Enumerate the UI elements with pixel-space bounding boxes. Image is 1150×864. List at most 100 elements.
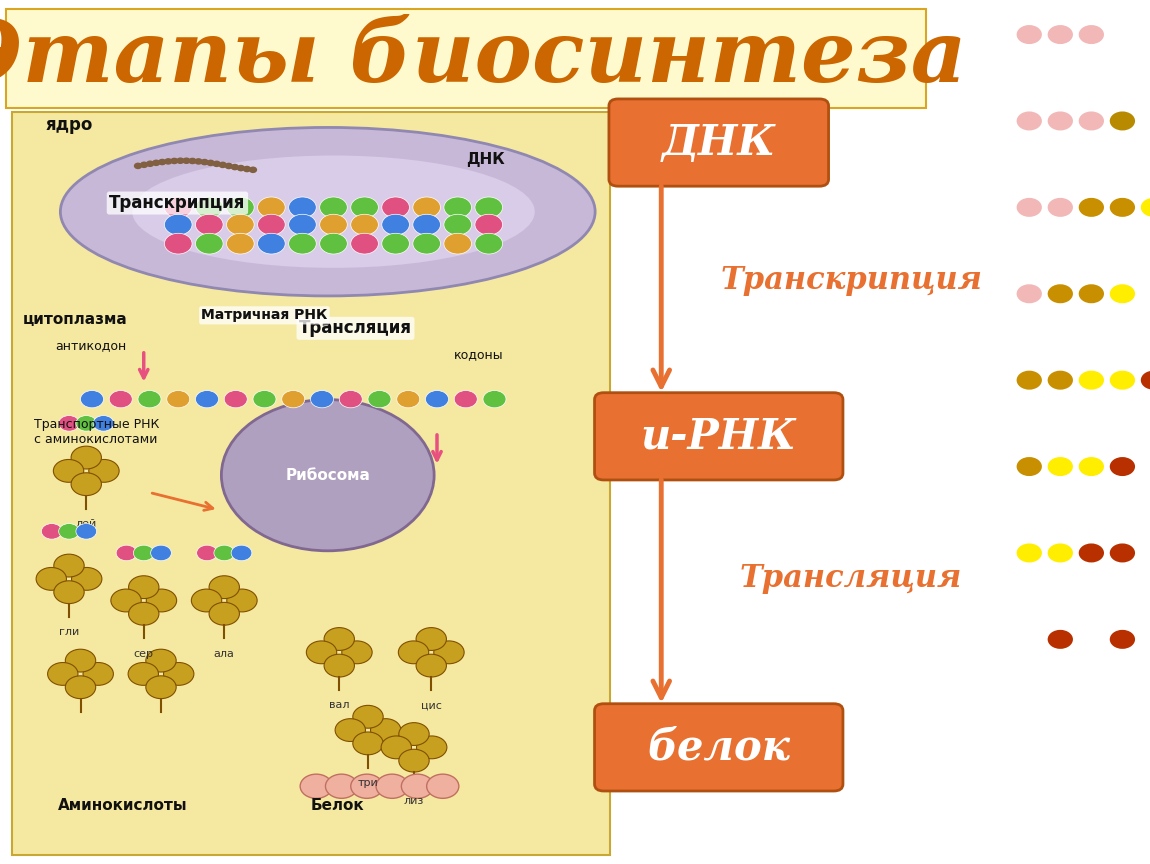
Circle shape	[1017, 457, 1042, 476]
Circle shape	[196, 197, 223, 218]
Ellipse shape	[221, 399, 435, 551]
Circle shape	[434, 641, 465, 664]
Circle shape	[339, 391, 362, 408]
Circle shape	[164, 159, 171, 164]
Text: ДНК: ДНК	[661, 122, 776, 163]
Circle shape	[227, 589, 258, 612]
Circle shape	[83, 663, 114, 685]
Text: Аминокислоты: Аминокислоты	[58, 797, 187, 813]
Circle shape	[475, 233, 503, 254]
Circle shape	[164, 197, 192, 218]
Circle shape	[146, 589, 177, 612]
Circle shape	[129, 602, 159, 626]
Circle shape	[289, 197, 316, 218]
Circle shape	[1017, 198, 1042, 217]
Circle shape	[1048, 111, 1073, 130]
Circle shape	[382, 197, 409, 218]
Circle shape	[147, 162, 154, 167]
Circle shape	[81, 391, 104, 408]
Circle shape	[258, 214, 285, 235]
Circle shape	[231, 164, 238, 169]
Text: Матричная РНК: Матричная РНК	[201, 308, 328, 322]
Circle shape	[475, 197, 503, 218]
Circle shape	[53, 460, 84, 482]
Circle shape	[324, 627, 354, 651]
Circle shape	[1048, 25, 1073, 44]
Circle shape	[444, 197, 472, 218]
Text: Трансляция: Трансляция	[299, 320, 412, 337]
Circle shape	[397, 391, 420, 408]
Circle shape	[483, 391, 506, 408]
Text: Белок: Белок	[310, 797, 365, 813]
Circle shape	[1079, 543, 1104, 562]
Circle shape	[399, 722, 429, 746]
Circle shape	[310, 391, 333, 408]
Text: Транскрипция: Транскрипция	[109, 194, 246, 212]
Circle shape	[1110, 371, 1135, 390]
Circle shape	[258, 197, 285, 218]
Circle shape	[426, 391, 448, 408]
Circle shape	[237, 166, 244, 171]
Circle shape	[227, 214, 254, 235]
Circle shape	[189, 158, 196, 163]
Circle shape	[399, 749, 429, 772]
Circle shape	[196, 233, 223, 254]
Circle shape	[71, 473, 101, 496]
Text: лиз: лиз	[404, 796, 424, 805]
Text: Этапы биосинтеза: Этапы биосинтеза	[0, 16, 966, 99]
Circle shape	[59, 524, 79, 539]
Circle shape	[398, 641, 429, 664]
FancyBboxPatch shape	[610, 99, 828, 187]
Circle shape	[153, 160, 160, 165]
Circle shape	[197, 545, 217, 561]
FancyBboxPatch shape	[595, 392, 843, 480]
Circle shape	[183, 158, 190, 163]
Circle shape	[207, 161, 214, 166]
Circle shape	[201, 160, 208, 165]
Circle shape	[454, 391, 477, 408]
Circle shape	[133, 545, 154, 561]
Circle shape	[164, 214, 192, 235]
Circle shape	[76, 524, 97, 539]
Circle shape	[196, 159, 202, 164]
Circle shape	[381, 736, 412, 759]
Circle shape	[351, 233, 378, 254]
Circle shape	[1079, 198, 1104, 217]
Circle shape	[353, 705, 383, 728]
FancyBboxPatch shape	[6, 9, 926, 108]
Circle shape	[1110, 457, 1135, 476]
Circle shape	[351, 197, 378, 218]
Circle shape	[214, 545, 235, 561]
Circle shape	[427, 774, 459, 798]
Circle shape	[376, 774, 408, 798]
Circle shape	[413, 233, 440, 254]
Circle shape	[1048, 457, 1073, 476]
Circle shape	[164, 233, 192, 254]
Circle shape	[196, 214, 223, 235]
Circle shape	[1048, 630, 1073, 649]
Circle shape	[416, 736, 447, 759]
Circle shape	[1141, 371, 1150, 390]
Circle shape	[244, 167, 251, 172]
Circle shape	[444, 214, 472, 235]
Circle shape	[1110, 198, 1135, 217]
Text: ала: ала	[214, 649, 235, 658]
Circle shape	[325, 774, 358, 798]
Circle shape	[227, 197, 254, 218]
Circle shape	[342, 641, 373, 664]
Circle shape	[54, 554, 84, 577]
Circle shape	[416, 627, 446, 651]
Circle shape	[253, 391, 276, 408]
Circle shape	[351, 214, 378, 235]
Circle shape	[220, 162, 227, 168]
Text: и-РНК: и-РНК	[641, 416, 797, 457]
Circle shape	[36, 568, 67, 590]
Text: кодоны: кодоны	[454, 347, 504, 361]
Text: цитоплазма: цитоплазма	[23, 312, 128, 327]
Circle shape	[353, 732, 383, 755]
Text: белок: белок	[647, 727, 790, 768]
Circle shape	[209, 575, 239, 599]
Circle shape	[163, 663, 194, 685]
Text: Трансляция: Трансляция	[299, 320, 412, 337]
Circle shape	[1110, 630, 1135, 649]
